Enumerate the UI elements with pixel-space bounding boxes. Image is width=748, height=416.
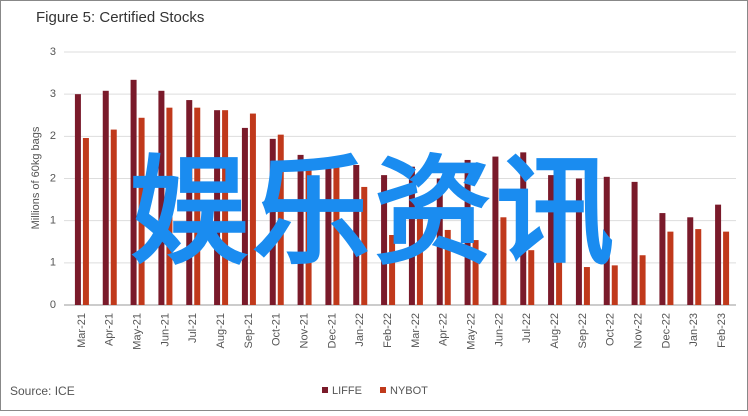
bar bbox=[492, 156, 499, 305]
y-axis-label: Millions of 60kg bags bbox=[30, 126, 42, 229]
bar bbox=[241, 127, 248, 306]
bar bbox=[667, 231, 674, 305]
bar bbox=[389, 235, 396, 305]
bar bbox=[325, 165, 332, 305]
x-tick-label: Dec-21 bbox=[326, 313, 338, 348]
bar bbox=[222, 110, 229, 305]
bar bbox=[297, 154, 304, 305]
bar bbox=[381, 175, 388, 305]
bar bbox=[659, 213, 666, 305]
bar bbox=[436, 178, 443, 305]
x-tick-label: Sep-21 bbox=[243, 313, 255, 348]
bar bbox=[194, 107, 201, 305]
x-tick-label: Jul-22 bbox=[521, 313, 533, 343]
bar bbox=[158, 90, 165, 305]
bar bbox=[611, 265, 618, 305]
x-tick-label: Jan-22 bbox=[354, 313, 366, 347]
x-tick-label: Aug-22 bbox=[549, 313, 561, 348]
bar bbox=[575, 178, 582, 305]
bar bbox=[715, 204, 722, 305]
x-tick-label: Feb-22 bbox=[382, 313, 394, 348]
legend-swatch bbox=[380, 387, 386, 393]
bar bbox=[520, 152, 527, 305]
x-tick-label: Oct-22 bbox=[605, 313, 617, 346]
bar bbox=[548, 175, 555, 305]
x-tick-label: Feb-23 bbox=[716, 313, 728, 348]
x-tick-label: Apr-22 bbox=[438, 313, 450, 346]
y-tick-label: 3 bbox=[50, 46, 56, 58]
bar bbox=[408, 166, 415, 305]
x-tick-label: May-22 bbox=[465, 313, 477, 350]
x-tick-label: Jun-22 bbox=[493, 313, 505, 347]
bar bbox=[353, 165, 360, 305]
watermark: 娱乐资讯 bbox=[130, 147, 618, 279]
bar bbox=[444, 229, 451, 305]
bar bbox=[277, 134, 284, 305]
bar bbox=[583, 267, 590, 305]
x-tick-label: Oct-21 bbox=[271, 313, 283, 346]
bar bbox=[110, 129, 117, 305]
legend-swatch bbox=[322, 387, 328, 393]
bar bbox=[695, 229, 702, 305]
bar bbox=[416, 202, 423, 305]
bar bbox=[556, 244, 563, 305]
x-tick-label: Mar-22 bbox=[410, 313, 422, 348]
bar bbox=[166, 107, 173, 305]
bar bbox=[361, 186, 368, 305]
bar bbox=[102, 90, 109, 305]
x-tick-label: Jul-21 bbox=[187, 313, 199, 343]
legend-label: NYBOT bbox=[390, 385, 428, 397]
legend-label: LIFFE bbox=[332, 385, 362, 397]
bar bbox=[249, 113, 256, 306]
bar bbox=[528, 250, 535, 305]
source: Source: ICE bbox=[10, 384, 75, 398]
x-tick-label: Nov-22 bbox=[632, 313, 644, 348]
bar bbox=[214, 110, 221, 305]
x-tick-label: May-21 bbox=[131, 313, 143, 350]
bar bbox=[186, 100, 193, 305]
bar bbox=[472, 240, 479, 305]
bar bbox=[130, 79, 137, 305]
x-tick-label: Mar-21 bbox=[76, 313, 88, 348]
x-tick-label: Jan-23 bbox=[688, 313, 700, 347]
x-tick-label: Jun-21 bbox=[159, 313, 171, 347]
bar bbox=[631, 181, 638, 305]
bar bbox=[74, 94, 81, 306]
bar bbox=[138, 117, 145, 305]
bar bbox=[333, 165, 340, 305]
bar bbox=[269, 138, 276, 305]
y-tick-label: 1 bbox=[50, 257, 56, 269]
x-tick-label: Dec-22 bbox=[660, 313, 672, 348]
y-tick-label: 3 bbox=[50, 88, 56, 100]
bar bbox=[500, 217, 507, 305]
chart-title: Figure 5: Certified Stocks bbox=[36, 9, 204, 26]
bar bbox=[82, 138, 89, 305]
x-tick-label: Sep-22 bbox=[577, 313, 589, 348]
y-tick-label: 2 bbox=[50, 172, 56, 184]
x-tick-label: Aug-21 bbox=[215, 313, 227, 348]
x-tick-label: Nov-21 bbox=[298, 313, 310, 348]
bar bbox=[603, 176, 610, 305]
y-tick-label: 0 bbox=[50, 299, 56, 311]
bar bbox=[305, 159, 312, 305]
y-tick-label: 2 bbox=[50, 130, 56, 142]
y-tick-label: 1 bbox=[50, 215, 56, 227]
bar bbox=[723, 231, 730, 305]
bar bbox=[639, 255, 646, 305]
bar bbox=[464, 159, 471, 305]
bar bbox=[687, 217, 694, 305]
x-tick-label: Apr-21 bbox=[104, 313, 116, 346]
